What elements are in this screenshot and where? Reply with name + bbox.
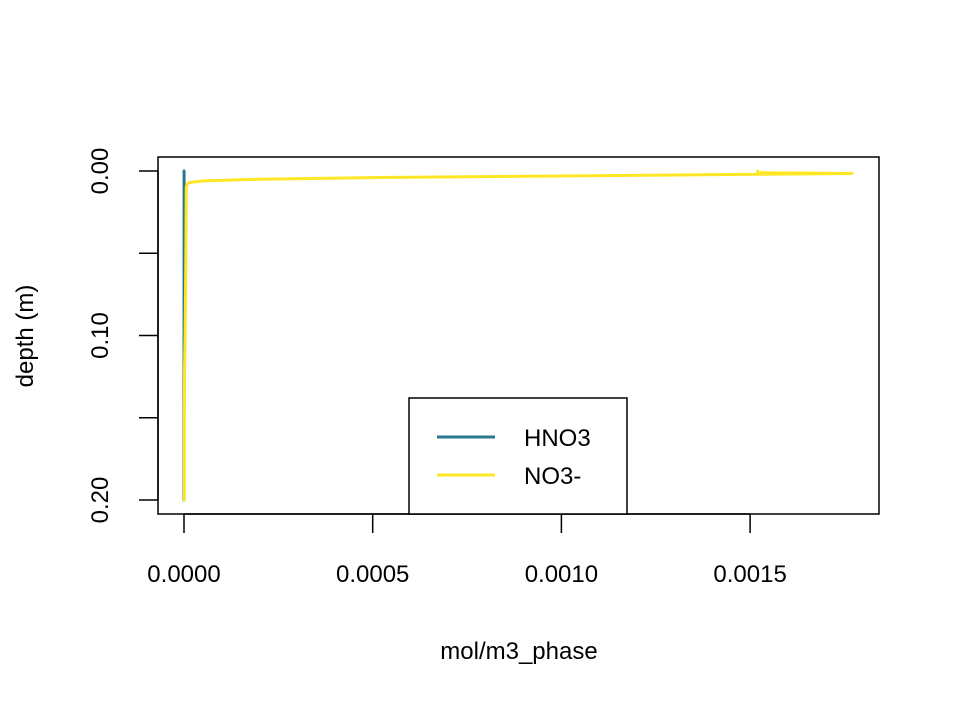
x-tick-label: 0.0005 xyxy=(336,561,409,588)
legend-label-no3: NO3- xyxy=(524,463,581,490)
y-tick-label: 0.00 xyxy=(87,148,114,195)
x-axis: 0.0000 0.0005 0.0010 0.0015 xyxy=(147,514,787,588)
y-axis: 0.00 0.10 0.20 xyxy=(87,148,158,524)
legend-label-hno3: HNO3 xyxy=(524,425,591,452)
x-tick-label: 0.0000 xyxy=(147,561,220,588)
legend-box xyxy=(409,398,627,514)
legend: HNO3 NO3- xyxy=(409,398,627,514)
y-tick-label: 0.10 xyxy=(87,312,114,359)
y-tick-label: 0.20 xyxy=(87,477,114,524)
x-tick-label: 0.0015 xyxy=(713,561,786,588)
y-axis-label: depth (m) xyxy=(12,285,39,388)
x-axis-label: mol/m3_phase xyxy=(440,638,597,665)
x-tick-label: 0.0010 xyxy=(525,561,598,588)
